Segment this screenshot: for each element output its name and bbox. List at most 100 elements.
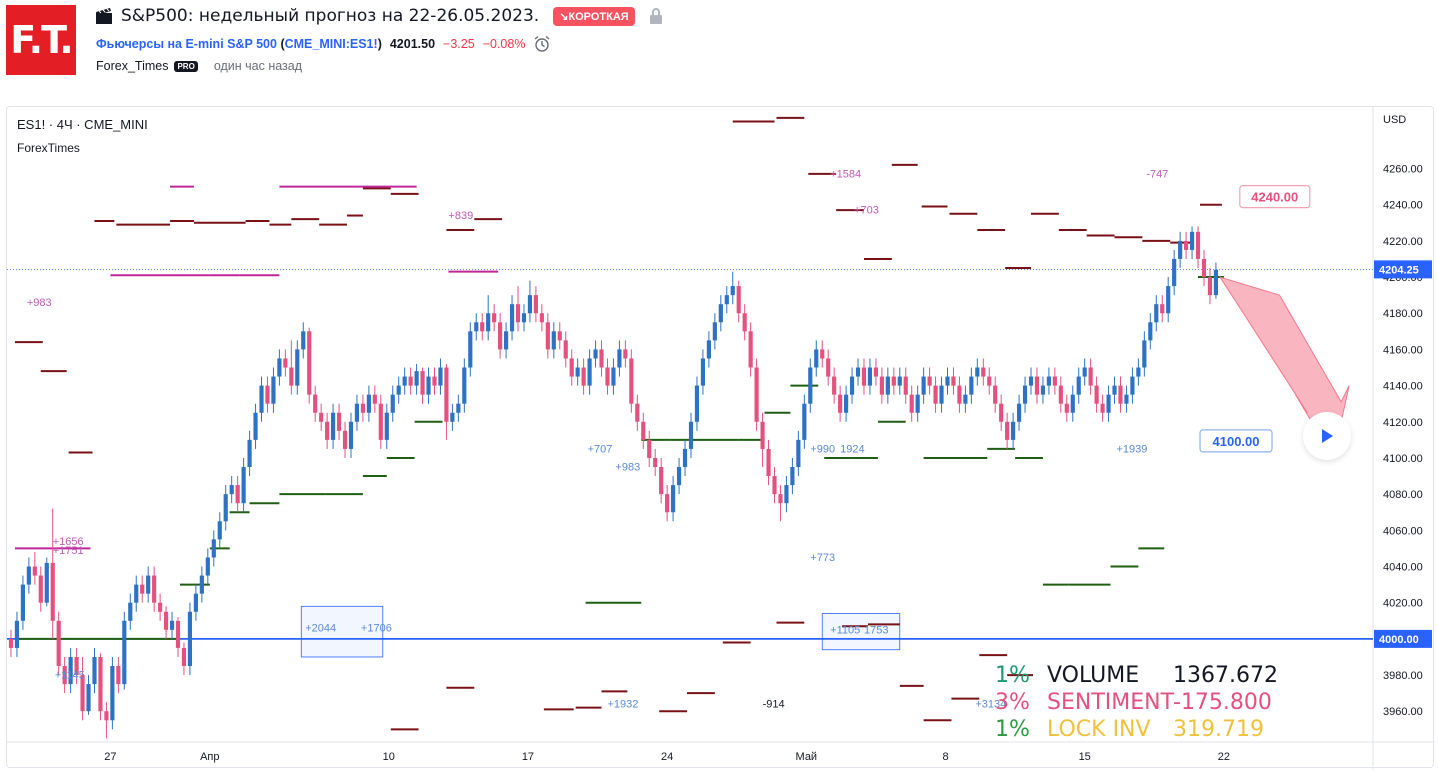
candle-body [963,394,968,404]
annotation-label: +839 [448,210,473,222]
candle-body [1166,286,1171,314]
lock-icon [649,8,662,24]
candle-body [384,412,389,440]
candle-body [289,367,294,386]
candle-body [778,494,783,504]
stat-pct: 3% [995,690,1030,715]
candle-body [724,295,729,305]
annotation-label: +1706 [361,623,392,635]
candle-body [623,349,628,359]
chart-panel[interactable]: USD 3960.00 3980.00 4000.00 4020.00 4040.00 40… [6,106,1435,769]
candle-body [861,367,867,386]
candle-body [474,322,479,332]
candle-body [1184,240,1189,250]
candle-body [32,566,37,576]
candle-body [539,313,544,323]
stat-label: LOCK INV [1047,717,1151,742]
candle-body [694,385,700,422]
candle-body [8,638,14,648]
candle-body [110,666,115,721]
candle-body [909,394,914,413]
candle-body [671,485,676,513]
author-name[interactable]: Forex_Times [96,59,169,73]
candle-body [1005,421,1010,440]
price-chart[interactable]: USD 3960.00 3980.00 4000.00 4020.00 4040.00 40… [7,107,1435,769]
candle-body [480,322,485,332]
candle-body [843,394,849,413]
candle-body [569,358,574,377]
candle-body [647,439,652,458]
candle-body [301,331,306,350]
x-tick-label: 22 [1218,751,1230,763]
candle-body [915,394,920,413]
x-tick-label: 15 [1079,751,1091,763]
candle-body [325,421,330,440]
candle-body [229,485,234,495]
candle-body [999,403,1004,422]
candle-body [1088,367,1093,386]
stats-panel: 1% VOLUME 1367.672 3% SENTIMENT -175.800… [995,662,1283,743]
candle-body [366,394,371,413]
x-tick-label: 24 [661,751,673,763]
x-tick-label: 17 [522,751,534,763]
y-tick-label: 4060.00 [1383,525,1423,537]
candle-body [1016,403,1022,422]
candle-body [420,371,425,395]
logo[interactable]: F.T. [6,5,76,75]
candle-body [205,557,210,576]
candle-body [688,421,694,449]
candle-body [563,340,568,359]
candle-body [462,367,467,404]
x-tick-label: Май [796,751,818,763]
candle-body [26,566,31,585]
annotation-label: +1105 [830,624,860,636]
x-tick-label: 27 [104,751,116,763]
target-high-label: 4240.00 [1251,190,1298,205]
candle-body [80,675,85,712]
candle-body [993,385,998,404]
symbol-row: Фьючерсы на E-mini S&P 500 (CME_MINI:ES1… [96,35,551,53]
candle-body [116,666,121,685]
candle-body [826,358,831,377]
candle-body [820,349,825,359]
candle-body [169,620,175,630]
y-tick-label: 4140.00 [1383,381,1423,393]
y-tick-label: 4080.00 [1383,489,1423,501]
symbol-link[interactable]: Фьючерсы на E-mini S&P 500 (CME_MINI:ES1… [96,37,382,51]
annotation-label: +773 [810,552,835,564]
currency-label: USD [1383,114,1406,126]
candle-body [307,331,312,395]
target-low-label: 4100.00 [1213,434,1260,449]
candle-body [199,575,204,594]
annotation-label: +1145 [55,670,85,682]
candle-body [128,602,133,621]
candle-body [348,421,354,449]
annotation-label: 1924 [840,444,864,456]
candle-body [1213,269,1219,296]
candle-body [1100,403,1105,413]
candle-body [611,367,616,386]
play-button[interactable] [1303,412,1351,460]
annotation-label: +707 [588,444,613,456]
candle-body [754,367,759,422]
play-icon [1322,429,1333,443]
candle-body [313,394,318,413]
alarm-clock-icon[interactable] [533,35,551,53]
candle-body [1178,240,1183,259]
candle-body [62,666,67,685]
candle-body [515,304,521,323]
annotation-label: +983 [27,297,52,309]
candle-body [1160,304,1165,314]
candle-body [1124,394,1129,404]
candle-body [241,467,246,504]
clapperboard-icon [96,8,112,24]
stat-value: -175.800 [1173,690,1272,715]
annotation-label: 1753 [864,624,888,636]
idea-header: F.T. S&P500: недельный прогноз на 22-26.… [0,0,1438,100]
candle-body [521,313,527,323]
candle-body [438,367,443,386]
logo-text: F.T. [10,18,73,62]
candle-body [784,485,789,504]
candle-body [1070,394,1075,413]
candle-body [1106,394,1111,413]
